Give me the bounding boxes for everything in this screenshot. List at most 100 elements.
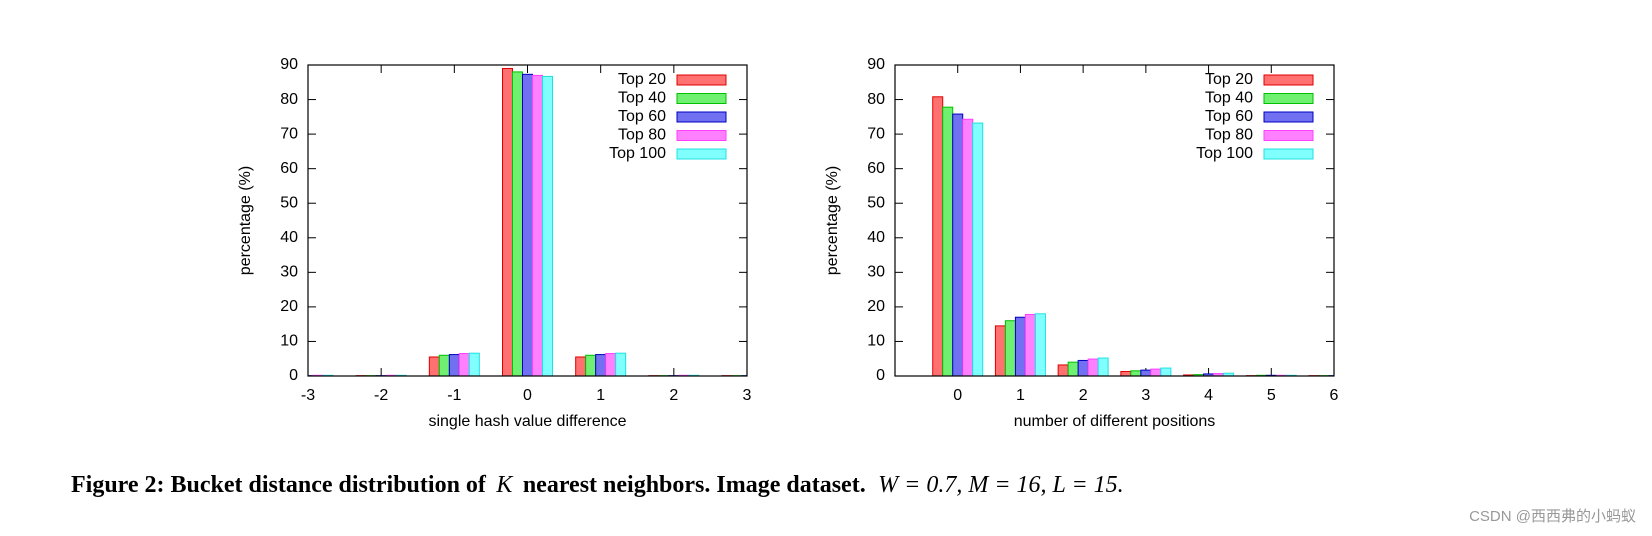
legend-swatch — [676, 130, 727, 141]
bar — [1087, 358, 1099, 376]
bar — [468, 352, 480, 376]
caption-k: K — [495, 472, 514, 498]
watermark: CSDN @西西弗的小蚂蚁 — [1469, 508, 1636, 525]
y-tick-label: 0 — [876, 367, 885, 384]
legend-label: Top 40 — [1205, 90, 1253, 107]
bar — [752, 375, 762, 376]
bar — [502, 67, 513, 376]
plot-frame — [894, 64, 1335, 377]
y-tick-label: 20 — [280, 298, 298, 315]
bar — [962, 118, 974, 376]
y-tick-label: 70 — [280, 125, 298, 142]
bar — [1014, 316, 1026, 376]
legend-swatch — [676, 111, 727, 123]
bar — [1160, 367, 1172, 376]
x-tick-label: 3 — [743, 387, 752, 404]
y-tick-label: 10 — [867, 333, 885, 350]
bar — [448, 354, 460, 376]
y-tick-label: 20 — [867, 298, 885, 315]
bar — [532, 74, 543, 376]
x-tick-label: 1 — [596, 387, 605, 404]
legend-label: Top 60 — [1205, 108, 1253, 125]
x-tick-label: -2 — [374, 387, 388, 404]
legend-label: Top 20 — [618, 71, 666, 88]
y-tick-label: 50 — [280, 194, 298, 211]
y-tick-label: 90 — [867, 56, 885, 73]
legend-swatch — [676, 93, 727, 104]
bar — [522, 73, 533, 376]
plot-frame — [307, 64, 748, 377]
y-axis-label: percentage (%) — [824, 166, 841, 275]
y-tick-label: 30 — [867, 264, 885, 281]
legend-swatch — [676, 148, 727, 160]
bar — [1150, 368, 1162, 376]
x-axis-label: single hash value difference — [428, 413, 626, 430]
bar — [1140, 369, 1152, 376]
y-tick-label: 30 — [280, 264, 298, 281]
legend-swatch — [1263, 148, 1314, 160]
y-tick-label: 50 — [867, 194, 885, 211]
x-tick-label: 2 — [669, 387, 678, 404]
bar — [1120, 371, 1132, 376]
bar — [932, 96, 944, 376]
y-tick-label: 80 — [867, 91, 885, 108]
x-axis-label: number of different positions — [1014, 413, 1216, 430]
y-tick-label: 60 — [867, 160, 885, 177]
legend-label: Top 100 — [609, 145, 666, 162]
bar — [1034, 313, 1046, 376]
caption-rest: nearest neighbors. Image dataset. — [523, 472, 866, 498]
y-tick-label: 90 — [280, 56, 298, 73]
y-tick-label: 60 — [280, 160, 298, 177]
bar — [952, 113, 964, 376]
legend-swatch — [1263, 111, 1314, 123]
x-tick-label: -3 — [301, 387, 315, 404]
legend-label: Top 40 — [618, 90, 666, 107]
caption-params: W = 0.7, M = 16, L = 15. — [878, 472, 1123, 498]
bar — [615, 352, 627, 376]
x-tick-label: 0 — [953, 387, 962, 404]
legend-label: Top 80 — [618, 127, 666, 144]
y-tick-label: 70 — [867, 125, 885, 142]
x-tick-label: 0 — [523, 387, 532, 404]
bar — [542, 75, 553, 376]
bar — [1223, 372, 1235, 376]
caption: Figure 2: Bucket distance distribution o… — [71, 472, 1124, 498]
bar — [942, 106, 954, 376]
y-tick-label: 40 — [280, 229, 298, 246]
x-tick-label: 5 — [1267, 387, 1276, 404]
legend-swatch — [1263, 130, 1314, 141]
bar — [1077, 359, 1089, 376]
bar — [585, 354, 597, 376]
legend-label: Top 60 — [618, 108, 666, 125]
y-axis-label: percentage (%) — [237, 166, 254, 275]
x-tick-label: 1 — [1016, 387, 1025, 404]
bar — [1067, 361, 1079, 376]
bar — [438, 354, 450, 376]
bar — [605, 353, 617, 376]
bar — [512, 71, 523, 376]
legend-swatch — [1263, 93, 1314, 104]
x-tick-label: 2 — [1079, 387, 1088, 404]
bar — [1130, 370, 1142, 376]
caption-label: Figure 2: Bucket distance distribution o… — [71, 472, 487, 498]
x-tick-label: 3 — [1141, 387, 1150, 404]
legend-label: Top 80 — [1205, 127, 1253, 144]
bar — [994, 325, 1006, 376]
bar — [458, 353, 470, 376]
y-tick-label: 80 — [280, 91, 298, 108]
bars — [308, 67, 762, 376]
bar — [1024, 313, 1036, 376]
bar — [1097, 357, 1109, 376]
x-tick-label: 4 — [1204, 387, 1213, 404]
x-tick-label: 6 — [1330, 387, 1339, 404]
bar — [1004, 320, 1016, 376]
legend-swatch — [1263, 74, 1314, 86]
bar — [1057, 364, 1069, 376]
bar — [575, 356, 587, 376]
bar — [595, 354, 607, 376]
y-tick-label: 10 — [280, 333, 298, 350]
y-tick-label: 40 — [867, 229, 885, 246]
legend-swatch — [676, 74, 727, 86]
legend-label: Top 20 — [1205, 71, 1253, 88]
